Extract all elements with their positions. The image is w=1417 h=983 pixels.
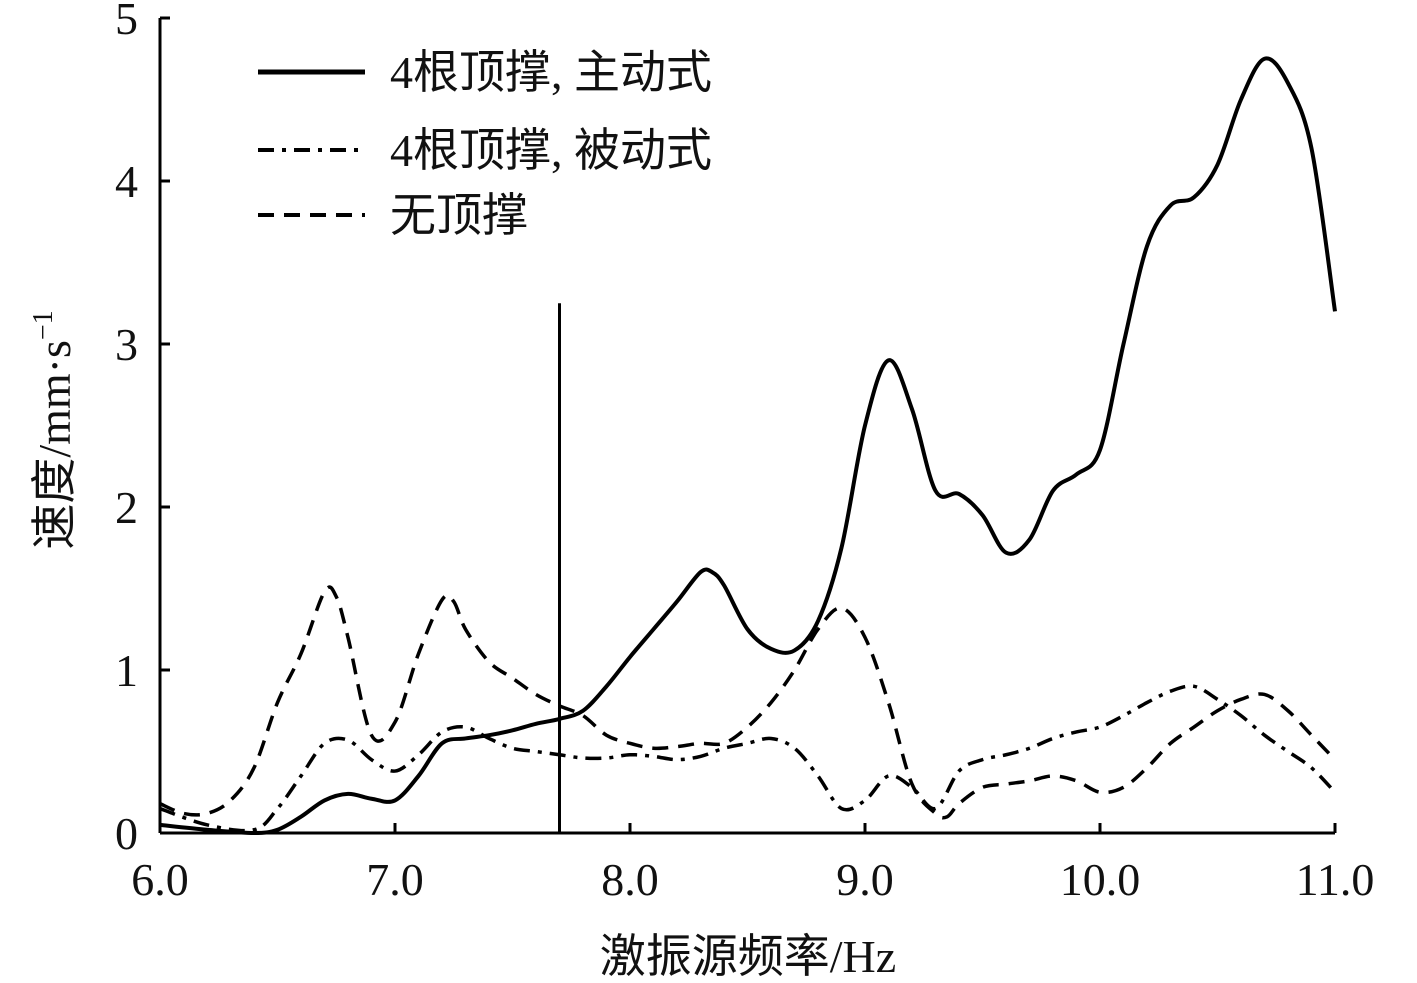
y-tick-label: 0	[115, 808, 138, 859]
series-line-dashdot	[159, 684, 1337, 833]
x-axis-label: 激振源频率/Hz	[600, 931, 896, 978]
y-tick-label: 5	[115, 0, 138, 44]
series-line-dashed	[159, 585, 1337, 820]
y-tick-label: 3	[115, 319, 138, 370]
y-tick-label: 2	[115, 482, 138, 533]
x-tick-label: 9.0	[836, 854, 894, 905]
x-tick-label: 8.0	[601, 854, 659, 905]
legend-label: 4根顶撑, 主动式	[390, 47, 712, 98]
y-axis-label-superscript: −1	[28, 310, 59, 340]
legend-label: 4根顶撑, 被动式	[390, 125, 712, 176]
x-tick-label: 10.0	[1060, 854, 1141, 905]
y-axis-label: 速度/mm·s−1	[28, 310, 80, 549]
series-line-solid	[159, 56, 1337, 836]
y-tick-label: 1	[115, 645, 138, 696]
x-tick-label: 6.0	[131, 854, 189, 905]
x-tick-label: 11.0	[1296, 854, 1375, 905]
legend-label: 无顶撑	[390, 190, 528, 241]
x-tick-label: 7.0	[366, 854, 424, 905]
y-tick-label: 4	[115, 156, 138, 207]
